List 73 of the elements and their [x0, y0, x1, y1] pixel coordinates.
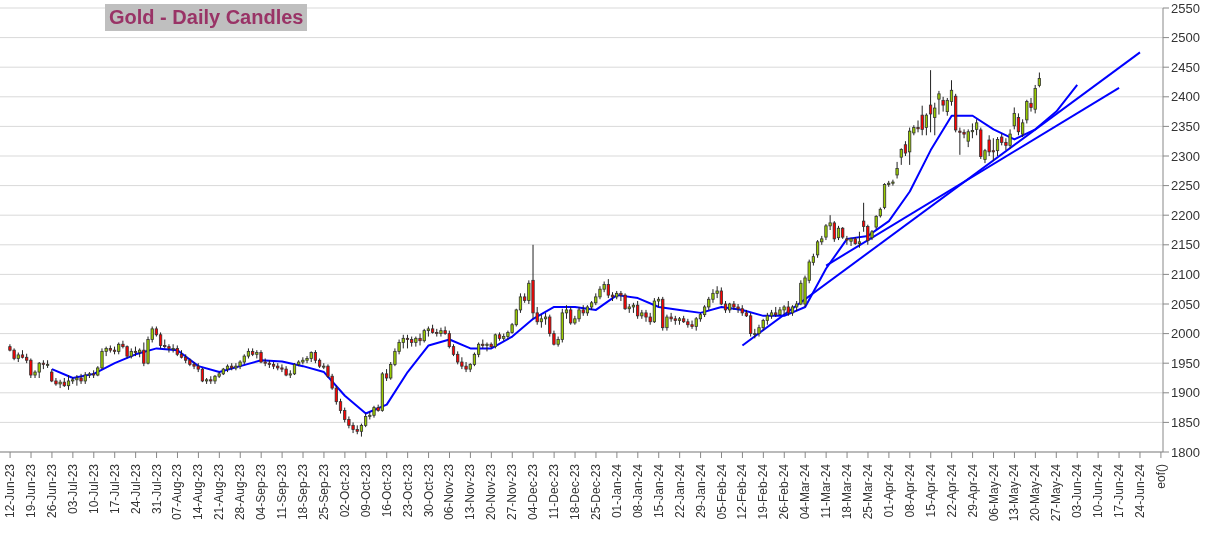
x-tick-label: 10-Jun-24	[1091, 463, 1106, 519]
y-tick-label: 2050	[1171, 296, 1200, 312]
y-tick-label: 1900	[1171, 385, 1200, 401]
y-tick-label: 2550	[1171, 0, 1200, 16]
x-tick-label: 25-Dec-23	[588, 463, 603, 521]
x-tick-label: 22-Apr-24	[944, 463, 959, 518]
x-tick-label: 18-Dec-23	[568, 463, 583, 521]
x-tick-label: 04-Mar-24	[798, 463, 813, 520]
x-tick-label: 15-Apr-24	[923, 463, 938, 518]
x-tick-label: 18-Mar-24	[840, 463, 855, 520]
x-tick-label: 16-Oct-23	[379, 463, 394, 518]
x-tick-label: 23-Oct-23	[400, 463, 415, 518]
x-tick-label: 05-Feb-24	[714, 463, 729, 520]
x-tick-label: 13-Nov-23	[463, 463, 478, 521]
x-tick-label: 28-Aug-23	[233, 463, 248, 521]
x-tick-label: 03-Jun-24	[1070, 463, 1085, 519]
y-tick-label: 2200	[1171, 207, 1200, 223]
x-tick-label: 07-Aug-23	[170, 463, 185, 521]
x-tick-label: 19-Feb-24	[756, 463, 771, 520]
x-tick-label: 17-Jul-23	[107, 463, 122, 515]
y-tick-label: 2150	[1171, 237, 1200, 253]
x-tick-label: 24-Jul-23	[128, 463, 143, 515]
x-tick-label: 11-Mar-24	[819, 463, 834, 519]
chart-title: Gold - Daily Candles	[105, 4, 308, 31]
y-tick-label: 2000	[1171, 326, 1200, 342]
x-tick-label: 08-Apr-24	[902, 463, 917, 518]
x-tick-label: 19-Jun-23	[24, 463, 39, 519]
x-tick-label: 27-Nov-23	[505, 463, 520, 521]
x-tick-label: 12-Jun-23	[3, 463, 18, 519]
y-tick-label: 2450	[1171, 59, 1200, 75]
x-tick-label: 26-Jun-23	[44, 463, 59, 519]
y-tick-label: 1800	[1171, 444, 1200, 460]
x-tick-label: 22-Jan-24	[672, 463, 687, 519]
x-tick-label: 11-Dec-23	[547, 463, 562, 520]
x-tick-label: 09-Oct-23	[358, 463, 373, 518]
x-tick-label: 14-Aug-23	[191, 463, 206, 521]
x-tick-label: 08-Jan-24	[630, 463, 645, 519]
x-tick-label: 24-Jun-24	[1132, 463, 1147, 519]
x-tick-label: 03-Jul-23	[65, 463, 80, 515]
x-tick-label: 25-Sep-23	[316, 463, 331, 521]
y-tick-label: 1950	[1171, 355, 1200, 371]
x-tick-label: 29-Jan-24	[693, 463, 708, 519]
x-tick-label: 11-Sep-23	[275, 463, 290, 520]
y-tick-label: 1850	[1171, 415, 1200, 431]
x-tick-label: 01-Jan-24	[609, 463, 624, 519]
x-tick-label: 06-Nov-23	[442, 463, 457, 521]
x-tick-label: 20-May-24	[1028, 463, 1043, 522]
x-tick-label: 25-Mar-24	[860, 463, 875, 520]
x-tick-label: 18-Sep-23	[296, 463, 311, 521]
y-tick-label: 2500	[1171, 30, 1200, 46]
y-tick-label: 2350	[1171, 119, 1200, 135]
x-tick-label: 13-May-24	[1007, 463, 1022, 522]
x-tick-label: 04-Sep-23	[254, 463, 269, 521]
x-tick-label: 21-Aug-23	[212, 463, 227, 521]
x-tick-label: 29-Apr-24	[965, 463, 980, 518]
y-tick-label: 2250	[1171, 178, 1200, 194]
x-tick-label: 06-May-24	[986, 463, 1001, 522]
x-tick-label: 27-May-24	[1049, 463, 1064, 522]
y-tick-label: 2400	[1171, 89, 1200, 105]
x-tick-label: 31-Jul-23	[149, 463, 164, 515]
x-tick-label: 17-Jun-24	[1112, 463, 1127, 519]
x-tick-label: 26-Feb-24	[777, 463, 792, 520]
x-tick-label: 02-Oct-23	[337, 463, 352, 518]
y-tick-label: 2100	[1171, 267, 1200, 283]
x-tick-label: 15-Jan-24	[651, 463, 666, 519]
y-tick-label: 2300	[1171, 148, 1200, 164]
x-tick-label: 12-Feb-24	[735, 463, 750, 520]
x-tick-label: eof()	[1153, 464, 1168, 489]
x-tick-label: 20-Nov-23	[484, 463, 499, 521]
x-tick-label: 01-Apr-24	[881, 463, 896, 518]
x-tick-label: 04-Dec-23	[526, 463, 541, 521]
x-tick-label: 10-Jul-23	[86, 463, 101, 515]
x-tick-label: 30-Oct-23	[421, 463, 436, 518]
